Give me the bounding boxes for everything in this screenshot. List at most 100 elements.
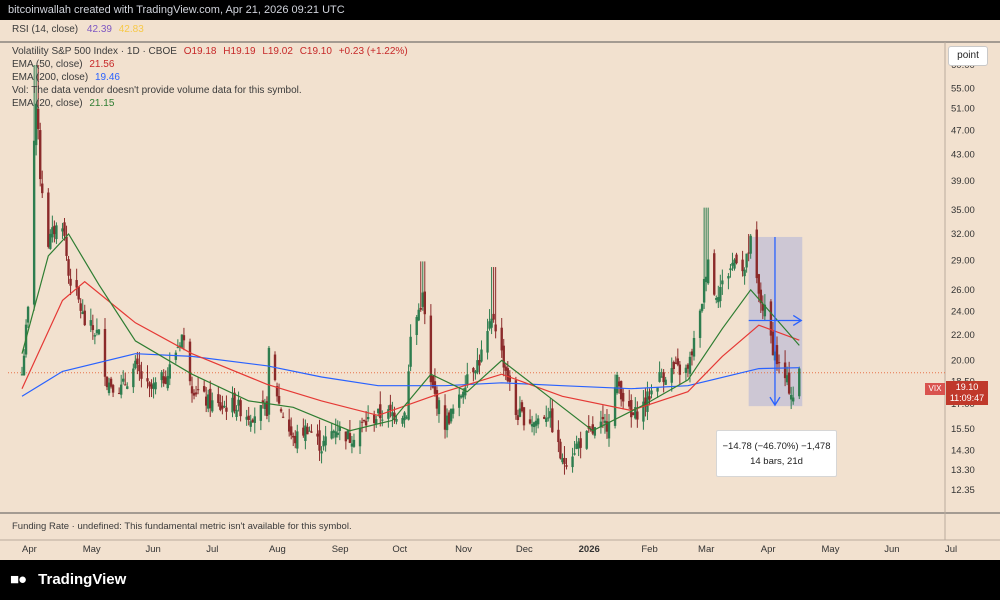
candle-body [122,378,125,382]
rsi-ma-value: 42.83 [118,24,144,35]
candle-body [547,417,550,419]
candle-body [41,183,44,194]
candle-body [194,392,198,395]
candle-body [755,229,758,279]
candle-body [429,315,433,383]
candle-body [233,392,236,411]
candle-body [211,400,214,412]
candle-body [634,407,637,419]
candle-body [304,425,307,442]
candle-body [532,422,536,428]
candle-body [366,417,370,420]
candle-body [389,404,392,410]
candle-body [77,286,80,300]
candle-body [593,427,597,436]
candle-body [449,408,453,422]
candle-body [344,431,348,442]
candle-body [731,262,734,266]
candle-body [111,385,115,393]
candle-body [769,301,773,336]
candle-body [543,416,546,419]
low-value: L19.02 [262,46,293,57]
candle-body [316,433,319,437]
candle-body [735,254,738,264]
candle-body [95,329,99,333]
candle-body [350,443,354,447]
y-tick-label: 20.00 [951,355,975,366]
candle-body [207,394,210,409]
candle-body [209,388,212,409]
candle-body [684,367,688,374]
chart-panel[interactable]: 12.3513.3014.3015.5017.0018.5020.0022.00… [0,20,1000,560]
y-tick-label: 26.00 [951,285,975,296]
candle-body [617,381,621,387]
measure-change: −14.78 (−46.70%) −1,478 [722,441,831,452]
price-chart[interactable]: 12.3513.3014.3015.5017.0018.5020.0022.00… [0,20,1000,560]
candle-body [204,396,208,406]
volume-legend: Vol: The data vendor doesn't provide vol… [12,85,302,96]
candle-body [178,345,182,347]
measure-arrowhead-down [769,396,781,407]
candle-body [522,407,526,426]
high-value: H19.19 [223,46,256,57]
candle-body [132,368,135,388]
candle-body [435,390,439,409]
candle-body [443,405,447,430]
candle-body [628,400,631,407]
ema200-value: 19.46 [94,72,120,83]
candle-body [375,419,378,425]
candle-body [745,253,748,268]
scale-mode-button[interactable]: point [948,46,988,66]
candle-body [791,397,795,402]
candle-body [290,426,293,436]
candle-body [749,235,752,254]
y-tick-label: 14.30 [951,446,975,457]
rsi-label: RSI (14, close) [12,24,79,35]
candle-body [318,430,321,451]
candle-body [407,371,410,420]
candle-body [126,386,129,389]
candle-body [789,394,793,400]
candle-body [89,320,93,326]
candle-body [476,360,479,373]
y-tick-label: 43.00 [951,150,975,161]
candle-body [613,387,617,426]
candle-body [462,391,465,398]
candle-body [421,292,424,307]
candle-body [403,412,406,421]
candle-body [409,336,412,367]
candle-body [34,103,38,146]
x-tick-label: Nov [455,544,472,555]
candle-body [688,356,692,374]
candle-body [119,384,123,395]
y-tick-label: 51.00 [951,104,975,115]
x-tick-label: May [83,544,101,555]
candle-body [787,372,791,394]
rsi-value: 42.39 [86,24,112,35]
candle-body [664,379,667,385]
brand-name: TradingView [38,571,127,588]
candle-body [783,362,787,379]
candle-body [676,358,680,365]
candle-body [22,355,26,376]
candle-body [346,430,350,440]
measure-arrowhead-right [792,314,803,327]
candle-body [275,386,279,397]
change-value: +0.23 (+1.22%) [338,46,408,57]
y-tick-label: 13.30 [951,465,975,476]
candle-body [603,420,607,423]
ema50-label: EMA (50, close) [12,59,83,70]
tradingview-logo[interactable]: ■● TradingView [10,571,126,588]
candle-body [249,421,252,427]
candle-body [65,236,68,256]
candle-body [140,371,143,379]
y-tick-label: 32.00 [951,229,975,240]
candle-body [700,303,704,311]
candle-body [729,268,732,271]
candle-body [267,347,271,415]
x-tick-label: Dec [516,544,533,555]
y-tick-label: 47.00 [951,126,975,137]
candle-body [646,391,649,412]
candle-body [551,408,554,433]
candle-body [741,259,744,272]
